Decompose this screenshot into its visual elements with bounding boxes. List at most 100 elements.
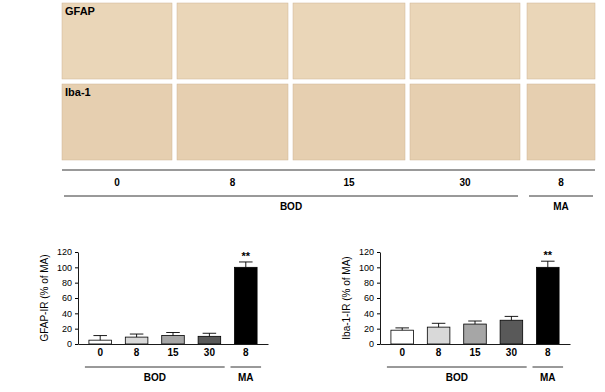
y-tick: 0 xyxy=(369,339,380,349)
tick-label: 0 xyxy=(97,347,103,358)
tick-label: 60 xyxy=(364,293,374,303)
group-label: BOD xyxy=(446,372,468,383)
panel-separator xyxy=(62,170,595,171)
error-cap xyxy=(432,323,446,324)
y-tick: 40 xyxy=(364,309,380,319)
axis-line xyxy=(79,344,269,345)
group-label: BOD xyxy=(280,201,302,212)
x-tick: 8 xyxy=(134,347,140,358)
y-tick: 20 xyxy=(62,324,78,334)
bar xyxy=(125,337,148,344)
tick-label: 15 xyxy=(167,347,179,358)
tick-mark xyxy=(75,267,78,268)
error-cap xyxy=(395,327,409,328)
error-bar xyxy=(505,316,519,320)
tick-mark xyxy=(377,252,380,253)
axis-line xyxy=(381,344,571,345)
group-label: MA xyxy=(540,372,556,383)
group-line xyxy=(533,367,564,368)
error-cap xyxy=(130,334,144,335)
axis-line xyxy=(78,253,79,345)
tick-mark xyxy=(75,313,78,314)
x-tick: 8 xyxy=(243,347,249,358)
y-tick: 80 xyxy=(62,278,78,288)
x-tick: 8 xyxy=(545,347,551,358)
micrograph xyxy=(62,84,172,160)
group-line xyxy=(387,367,527,368)
y-tick: 20 xyxy=(364,324,380,334)
tick-mark xyxy=(75,344,78,345)
tick-mark xyxy=(75,329,78,330)
error-bar xyxy=(130,334,144,337)
error-bar xyxy=(395,328,409,330)
error-stem xyxy=(136,334,137,337)
group-label: MA xyxy=(238,372,254,383)
y-tick: 60 xyxy=(62,293,78,303)
y-axis: 0 20 40 60 80 100 120 xyxy=(359,247,381,349)
figure: GFAPIba-10815308BODMA**02040608010012008… xyxy=(0,0,605,392)
tick-label: 0 xyxy=(369,339,374,349)
tick-label: 15 xyxy=(469,347,481,358)
column-label: 15 xyxy=(343,177,355,188)
x-tick: 30 xyxy=(506,347,518,358)
error-bar xyxy=(239,262,253,267)
error-cap xyxy=(203,333,217,334)
micrograph xyxy=(527,3,595,79)
x-tick: 0 xyxy=(399,347,405,358)
tick-label: 60 xyxy=(62,293,72,303)
tick-mark xyxy=(377,344,380,345)
tick-mark xyxy=(75,283,78,284)
x-axis: 0 8 15 30 8 xyxy=(381,345,571,359)
tick-mark xyxy=(377,298,380,299)
tick-label: 40 xyxy=(364,309,374,319)
column-label: 8 xyxy=(230,177,236,188)
tick-label: 8 xyxy=(436,347,442,358)
y-tick: 120 xyxy=(359,247,380,257)
y-tick: 100 xyxy=(57,263,78,273)
tick-label: 30 xyxy=(204,347,216,358)
y-tick: 40 xyxy=(62,309,78,319)
group-label: BOD xyxy=(144,372,166,383)
tick-label: 40 xyxy=(62,309,72,319)
bar xyxy=(427,327,450,344)
error-stem xyxy=(209,333,210,336)
micrograph xyxy=(410,84,520,160)
tick-mark xyxy=(377,313,380,314)
tick-label: 8 xyxy=(545,347,551,358)
bar xyxy=(391,330,414,344)
error-bar xyxy=(541,261,555,267)
tick-mark xyxy=(75,298,78,299)
axis-line xyxy=(380,253,381,345)
tick-label: 80 xyxy=(364,278,374,288)
tick-label: 8 xyxy=(243,347,249,358)
y-tick: 80 xyxy=(364,278,380,288)
micrograph xyxy=(177,84,288,160)
tick-label: 120 xyxy=(359,247,374,257)
error-stem xyxy=(245,262,246,267)
bars xyxy=(391,261,559,344)
error-cap xyxy=(505,316,519,317)
error-stem xyxy=(475,321,476,324)
error-bar xyxy=(432,323,446,327)
tick-label: 0 xyxy=(67,339,72,349)
tick-label: 100 xyxy=(359,263,374,273)
y-tick: 0 xyxy=(67,339,78,349)
x-tick: 8 xyxy=(436,347,442,358)
x-axis: 0 8 15 30 8 xyxy=(79,345,269,359)
error-cap xyxy=(166,332,180,333)
error-bar xyxy=(468,321,482,324)
y-tick: 100 xyxy=(359,263,380,273)
tick-label: 20 xyxy=(62,324,72,334)
micrograph xyxy=(62,3,172,79)
image-panel: GFAPIba-10815308BODMA xyxy=(62,3,595,212)
error-stem xyxy=(100,336,101,341)
bar xyxy=(500,320,523,344)
column-label: 8 xyxy=(558,177,564,188)
tick-mark xyxy=(377,283,380,284)
x-tick: 30 xyxy=(204,347,216,358)
error-stem xyxy=(511,316,512,320)
tick-mark xyxy=(75,252,78,253)
tick-label: 8 xyxy=(134,347,140,358)
error-stem xyxy=(438,323,439,327)
micrograph xyxy=(293,84,405,160)
